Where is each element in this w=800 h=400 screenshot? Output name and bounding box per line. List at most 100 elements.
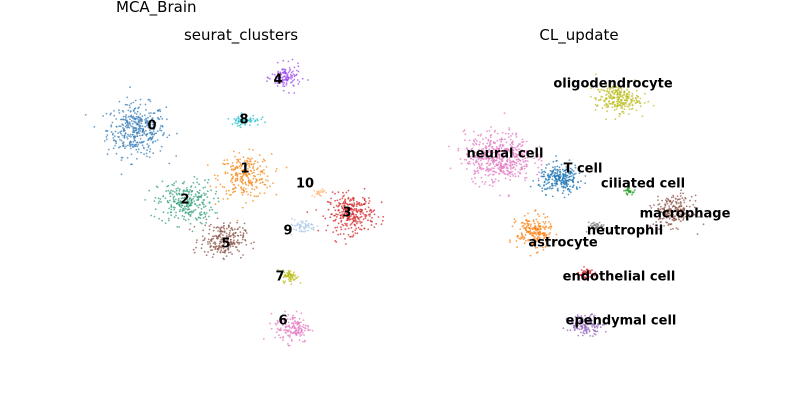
data-point [349,209,351,212]
data-point [495,159,498,162]
data-point [256,123,259,126]
data-point [172,190,174,193]
data-point [690,195,693,198]
data-point [220,230,223,232]
data-point [341,207,344,210]
data-point [478,157,481,160]
data-point [462,130,465,133]
data-point [519,228,522,231]
data-point [524,229,527,232]
data-point [187,218,190,221]
data-point [175,155,178,157]
data-point [141,134,144,137]
data-point [489,162,492,165]
data-point [580,269,583,271]
data-point [381,219,384,222]
data-point [477,158,480,161]
data-point [276,77,279,79]
data-point [534,236,536,239]
data-point [519,143,521,145]
data-point [370,211,373,214]
data-point [300,334,303,336]
data-point [176,225,179,228]
series-1-points [206,148,288,222]
data-point [252,163,255,166]
data-point [525,176,528,179]
cluster-label: neural cell [467,147,544,162]
data-point [185,187,188,189]
data-point [220,246,223,249]
data-point [584,329,587,331]
data-point [515,132,518,135]
data-point [649,204,652,207]
data-point [289,326,291,329]
data-point [537,213,539,216]
data-point [509,173,511,175]
data-point [204,224,207,227]
data-point [541,187,544,190]
data-point [345,219,348,222]
data-point [511,141,514,144]
data-point [535,229,537,232]
data-point [178,210,181,213]
data-point [189,188,192,191]
data-point [337,191,340,194]
data-point [556,168,559,171]
data-point [197,196,200,199]
data-point [126,103,128,106]
data-point [217,245,220,248]
data-point [196,178,199,180]
scatter-points [84,58,385,347]
data-point [506,169,509,172]
data-point [603,227,606,230]
data-point [355,220,357,223]
data-point [236,241,239,244]
data-point [572,179,574,181]
data-point [147,146,150,149]
data-point [474,154,477,157]
data-point [681,197,684,200]
data-point [239,178,242,181]
data-point [585,322,588,325]
data-point [380,201,383,204]
data-point [229,245,232,248]
data-point [234,235,237,238]
data-point [283,329,285,331]
data-point [616,90,619,92]
data-point [248,148,251,151]
data-point [520,166,523,169]
data-point [120,132,122,135]
series-endothelial-cell-points [576,266,597,282]
data-point [516,234,519,237]
data-point [641,115,644,118]
data-point [529,225,532,228]
data-point [219,236,222,238]
data-point [287,71,290,74]
data-point [536,237,539,240]
data-point [266,175,269,178]
data-point [193,251,196,254]
data-point [514,220,517,223]
data-point [524,223,526,226]
data-point [286,272,288,274]
data-point [276,327,279,330]
data-point [336,226,339,229]
data-point [361,196,364,199]
data-point [680,213,682,216]
data-point [517,175,520,178]
data-point [276,319,279,322]
data-point [124,103,127,106]
data-point [521,152,523,155]
data-point [263,172,266,175]
data-point [545,167,547,169]
data-point [616,94,619,96]
data-point [542,248,545,251]
data-point [189,203,192,206]
data-point [304,229,307,232]
data-point [261,160,264,163]
figure-title: MCA_Brain [116,0,197,17]
data-point [520,221,523,224]
data-point [538,215,541,218]
data-point [515,136,518,138]
data-point [552,184,555,187]
